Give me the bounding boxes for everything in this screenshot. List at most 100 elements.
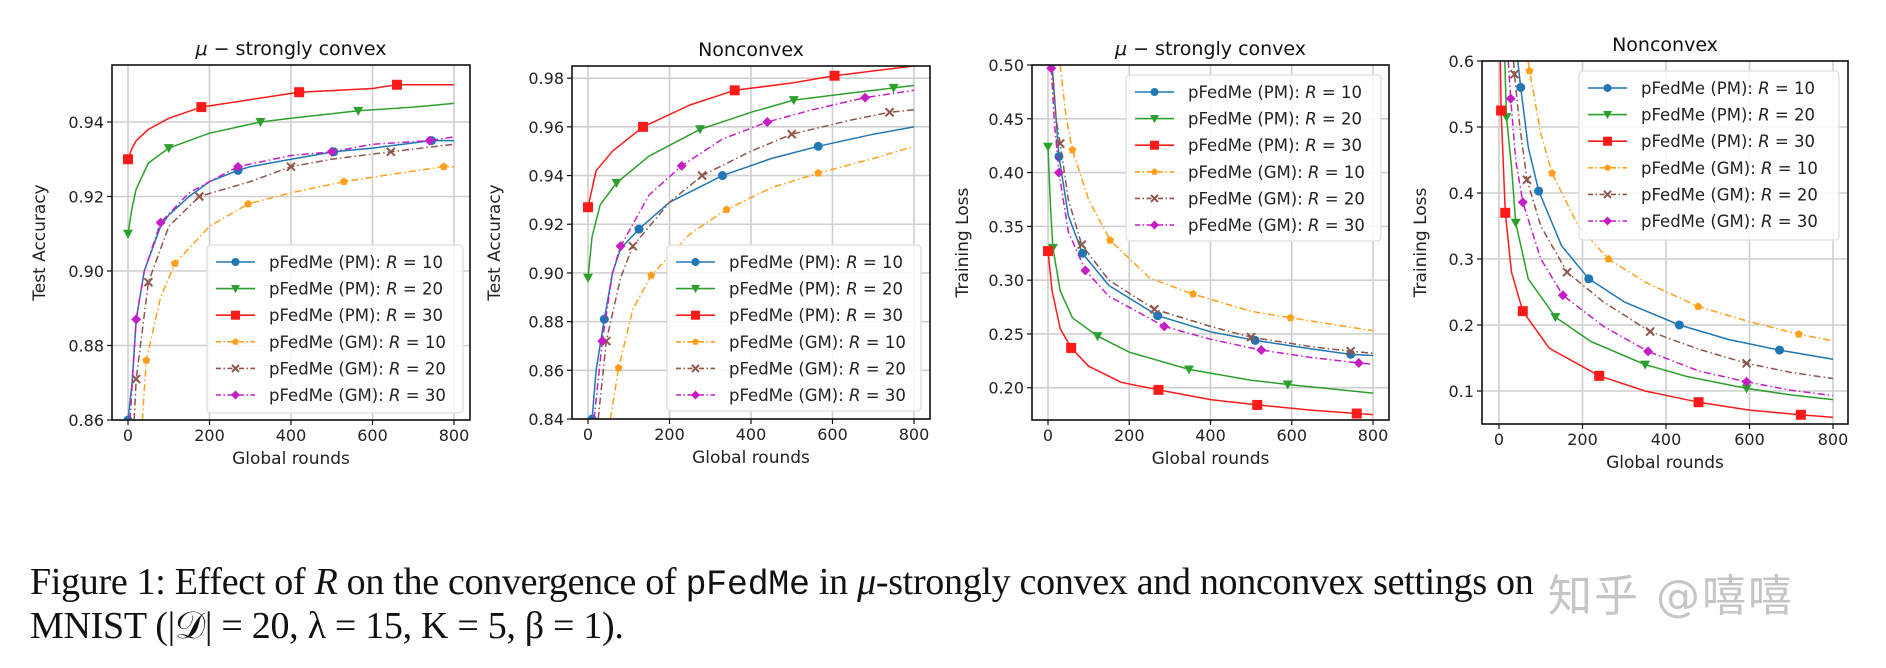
legend-label-var: R bbox=[846, 253, 857, 272]
data-marker bbox=[1794, 330, 1803, 338]
y-tick-label: 0.40 bbox=[988, 164, 1024, 183]
y-tick-label: 0.50 bbox=[988, 56, 1024, 75]
legend-label-text: pFedMe (PM): bbox=[1188, 110, 1305, 129]
legend-label-text: pFedMe (GM): bbox=[1188, 216, 1308, 235]
legend-label-value: = 20 bbox=[1773, 185, 1818, 204]
legend-label-text: pFedMe (PM): bbox=[729, 306, 846, 325]
legend-box bbox=[1125, 74, 1382, 242]
caption-var-r: R bbox=[314, 561, 338, 603]
legend-box bbox=[206, 244, 464, 414]
y-tick-label: 0.20 bbox=[988, 379, 1024, 398]
legend-label-value: = 20 bbox=[401, 359, 446, 378]
title-text: Nonconvex bbox=[698, 39, 804, 61]
legend-label-var: R bbox=[1305, 83, 1316, 102]
legend-entry: pFedMe (GM): R = 10 bbox=[216, 333, 446, 352]
legend-entry: pFedMe (PM): R = 10 bbox=[1135, 83, 1362, 102]
data-marker bbox=[615, 241, 626, 252]
legend-label-var: R bbox=[849, 359, 860, 378]
legend-label-text: pFedMe (PM): bbox=[1641, 79, 1758, 98]
legend-marker bbox=[231, 390, 240, 400]
data-marker bbox=[286, 161, 296, 172]
title-mu: μ bbox=[194, 38, 207, 60]
data-marker bbox=[123, 154, 133, 165]
data-marker bbox=[697, 170, 707, 181]
legend-entry: pFedMe (PM): R = 30 bbox=[216, 306, 443, 325]
legend-label-value: = 30 bbox=[861, 386, 906, 405]
data-marker bbox=[813, 141, 823, 151]
data-marker bbox=[1078, 248, 1088, 258]
y-axis-label: Test Accuracy bbox=[30, 184, 50, 302]
chart-panel-1: 0 200 400 600 800 0.86 0.88 0.90 0.92 0.94 Global … bbox=[30, 38, 471, 469]
legend-marker bbox=[231, 310, 240, 320]
data-marker bbox=[1053, 167, 1064, 178]
legend-marker bbox=[1150, 88, 1159, 96]
caption-prefix: Figure 1: Effect of bbox=[30, 561, 315, 603]
legend-label-var: R bbox=[1305, 110, 1316, 129]
data-marker bbox=[1149, 304, 1160, 314]
x-tick-label: 600 bbox=[1734, 430, 1765, 449]
legend-label-value: = 30 bbox=[1770, 132, 1815, 151]
data-marker bbox=[1584, 274, 1594, 284]
data-marker bbox=[143, 277, 154, 287]
legend-label: pFedMe (GM): R = 30 bbox=[1641, 212, 1818, 231]
data-marker bbox=[695, 125, 706, 135]
data-marker bbox=[1286, 313, 1295, 322]
legend-label-text: pFedMe (GM): bbox=[1188, 189, 1308, 208]
legend-label: pFedMe (PM): R = 30 bbox=[269, 306, 443, 325]
data-marker bbox=[233, 161, 244, 172]
x-tick-label: 600 bbox=[357, 426, 388, 445]
chart-panel-4: 0 200 400 600 800 0.1 0.2 0.3 0.4 0.5 0.6 Global ro… bbox=[1411, 34, 1849, 473]
y-tick-label: 0.90 bbox=[68, 262, 104, 281]
figure-canvas: 0 200 400 600 800 0.86 0.88 0.90 0.92 0.94 Global … bbox=[30, 34, 1849, 473]
data-marker bbox=[1694, 302, 1703, 310]
legend-label-text: pFedMe (GM): bbox=[269, 333, 389, 352]
data-marker bbox=[1345, 346, 1356, 356]
y-tick-label: 0.84 bbox=[528, 410, 564, 429]
legend-box bbox=[1578, 70, 1840, 241]
chart-title: Nonconvex bbox=[698, 39, 804, 61]
series-line bbox=[1499, 61, 1834, 419]
series-group bbox=[123, 79, 455, 420]
y-tick-label: 0.96 bbox=[528, 118, 564, 137]
legend-label-var: R bbox=[389, 333, 400, 352]
legend-label-var: R bbox=[849, 386, 860, 405]
legend-label-value: = 30 bbox=[398, 306, 443, 325]
legend-label-value: = 10 bbox=[398, 253, 443, 272]
x-tick-label: 400 bbox=[1195, 426, 1226, 445]
data-marker bbox=[1282, 380, 1293, 390]
data-marker bbox=[634, 224, 644, 234]
legend-marker bbox=[1603, 84, 1612, 92]
legend-marker bbox=[691, 390, 700, 400]
legend-label-var: R bbox=[846, 306, 857, 325]
legend-entry: pFedMe (PM): R = 10 bbox=[216, 253, 443, 272]
legend-label-value: = 20 bbox=[1320, 189, 1365, 208]
caption-rest: -strongly convex and nonconvex settings … bbox=[875, 561, 1534, 603]
legend-label: pFedMe (GM): R = 30 bbox=[729, 386, 906, 405]
legend-label-value: = 30 bbox=[1317, 136, 1362, 155]
legend-label-value: = 20 bbox=[1317, 110, 1362, 129]
data-marker bbox=[1066, 342, 1077, 353]
legend-label-value: = 20 bbox=[398, 280, 443, 299]
data-marker bbox=[1645, 326, 1655, 337]
data-marker bbox=[1557, 290, 1568, 301]
x-axis-label: Global rounds bbox=[232, 449, 350, 469]
data-marker bbox=[1562, 267, 1572, 277]
x-tick-label: 0 bbox=[583, 425, 593, 444]
data-marker bbox=[1741, 384, 1752, 394]
data-marker bbox=[583, 202, 593, 213]
legend-marker bbox=[231, 258, 240, 266]
legend-label-text: pFedMe (GM): bbox=[269, 359, 389, 378]
legend-entry: pFedMe (GM): R = 10 bbox=[1588, 159, 1818, 178]
legend-label: pFedMe (GM): R = 20 bbox=[1641, 185, 1818, 204]
legend-label-var: R bbox=[1308, 163, 1319, 182]
legend-label: pFedMe (GM): R = 30 bbox=[269, 386, 446, 405]
data-marker bbox=[155, 217, 166, 228]
y-tick-label: 0.94 bbox=[528, 167, 564, 186]
data-marker bbox=[888, 83, 899, 93]
data-marker bbox=[638, 121, 649, 132]
y-tick-label: 0.30 bbox=[988, 271, 1024, 290]
data-marker bbox=[1046, 65, 1057, 74]
legend-marker bbox=[1150, 194, 1159, 203]
data-marker bbox=[814, 168, 823, 177]
